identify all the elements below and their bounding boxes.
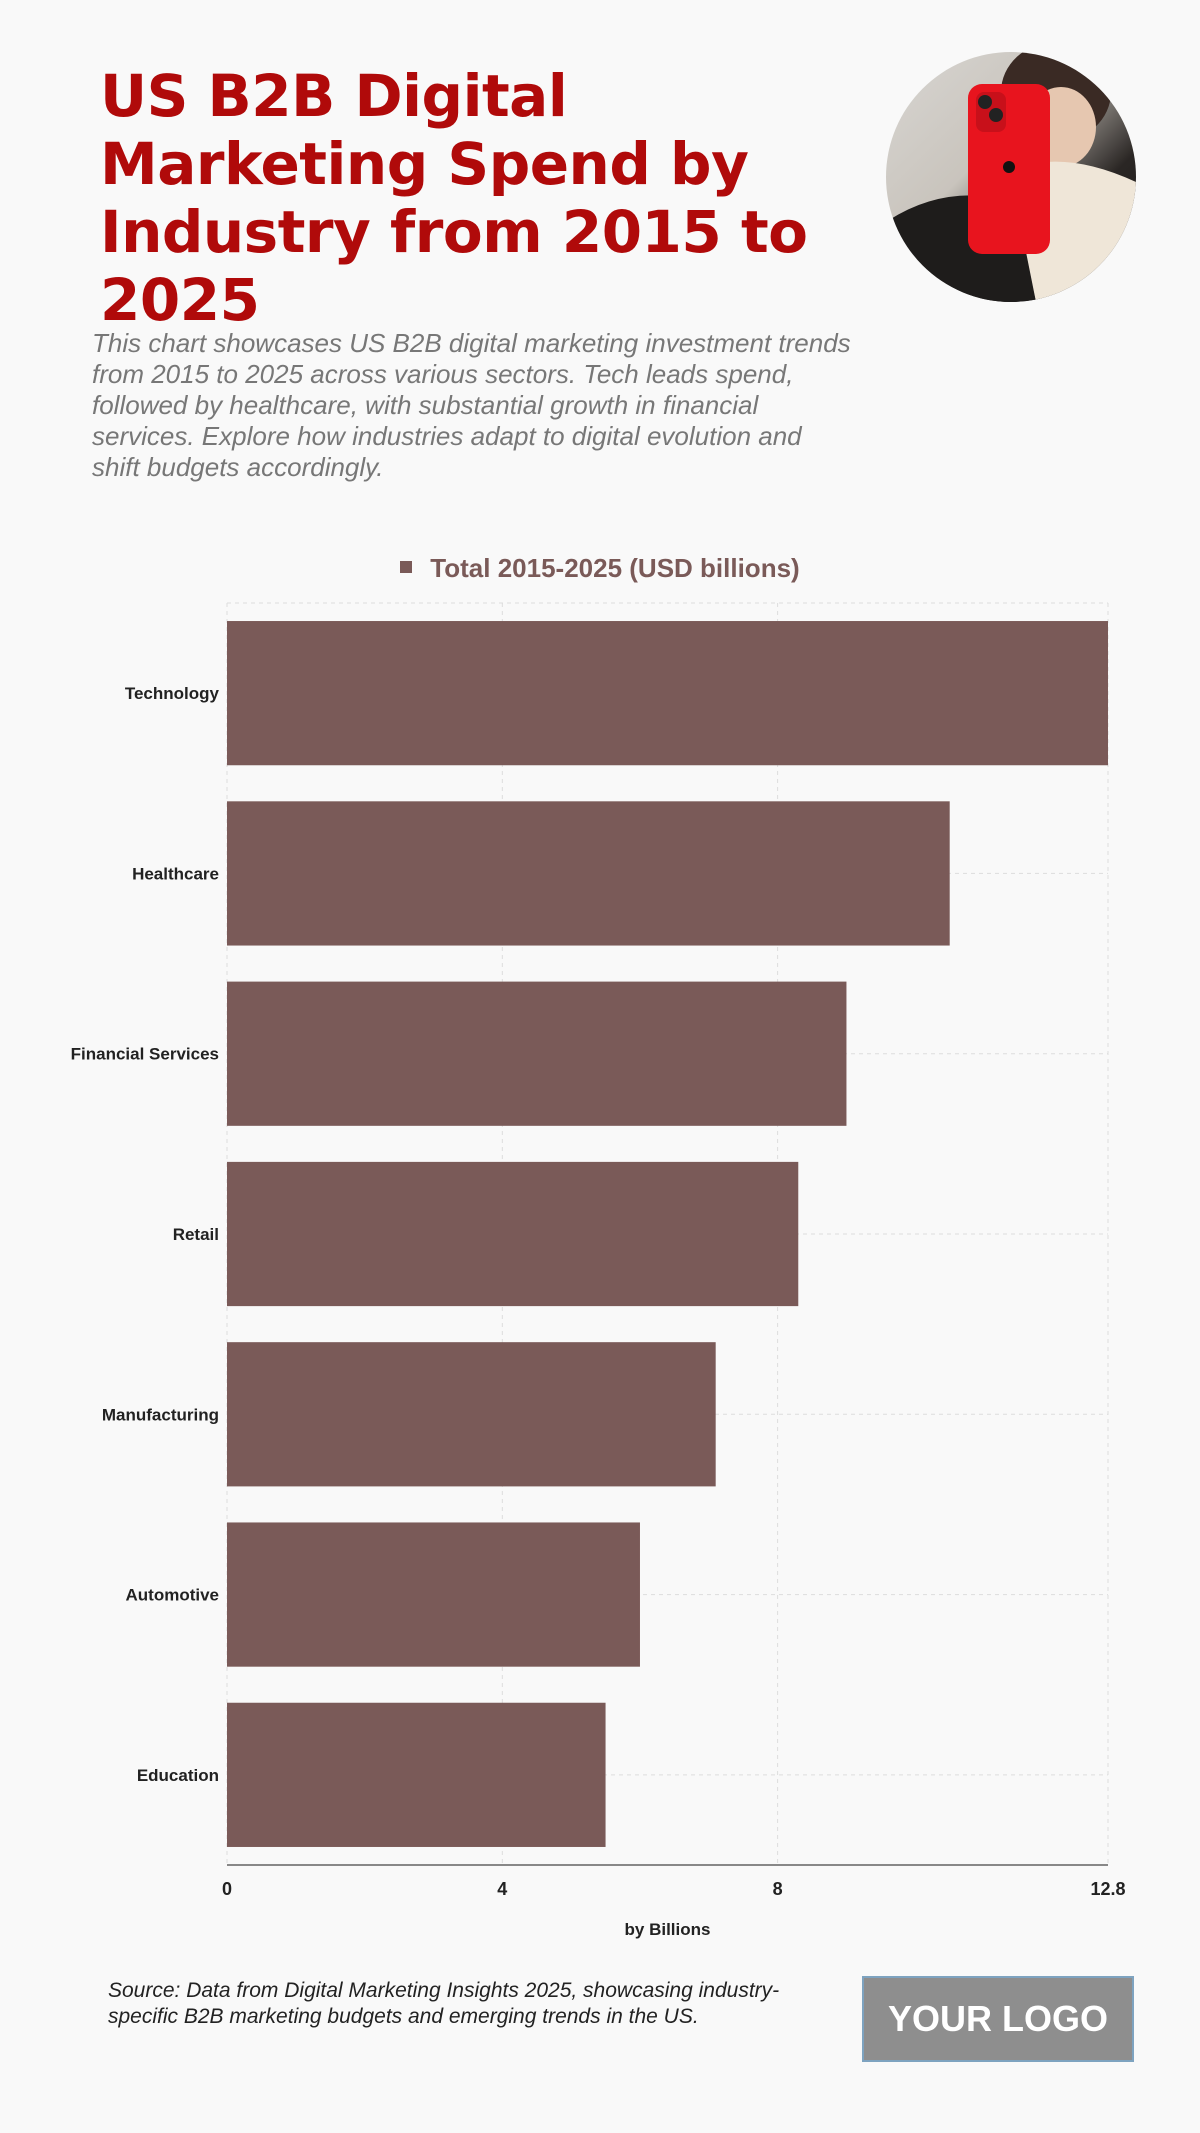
category-label: Manufacturing (102, 1405, 219, 1424)
category-label: Automotive (126, 1586, 220, 1605)
bar-education (227, 1702, 606, 1847)
bar-financial-services (227, 981, 847, 1126)
bar-technology (227, 621, 1108, 766)
x-tick-label: 0 (222, 1879, 232, 1899)
bar-automotive (227, 1522, 640, 1667)
category-label: Retail (173, 1225, 219, 1244)
x-tick-label: 8 (773, 1879, 783, 1899)
category-label: Financial Services (71, 1045, 219, 1064)
chart-description: This chart showcases US B2B digital mark… (92, 328, 851, 482)
legend: Total 2015-2025 (USD billions) (0, 553, 1200, 584)
hero-photo (886, 52, 1136, 302)
bar-healthcare (227, 801, 950, 946)
x-tick-label: 4 (497, 1879, 507, 1899)
x-tick-label: 12.8 (1090, 1879, 1125, 1899)
source-note: Source: Data from Digital Marketing Insi… (108, 1979, 780, 2028)
phone-photo-illustration (886, 52, 1136, 302)
bar-retail (227, 1161, 799, 1307)
category-label: Education (137, 1766, 219, 1785)
x-axis-title: by Billions (625, 1920, 711, 1939)
legend-label: Total 2015-2025 (USD billions) (430, 553, 800, 583)
legend-swatch (400, 561, 413, 574)
category-label: Technology (125, 684, 220, 703)
page-title: US B2B Digital Marketing Spend by Indust… (100, 62, 808, 334)
category-label: Healthcare (132, 864, 219, 883)
bar-manufacturing (227, 1342, 716, 1487)
logo-placeholder: YOUR LOGO (862, 1976, 1134, 2062)
